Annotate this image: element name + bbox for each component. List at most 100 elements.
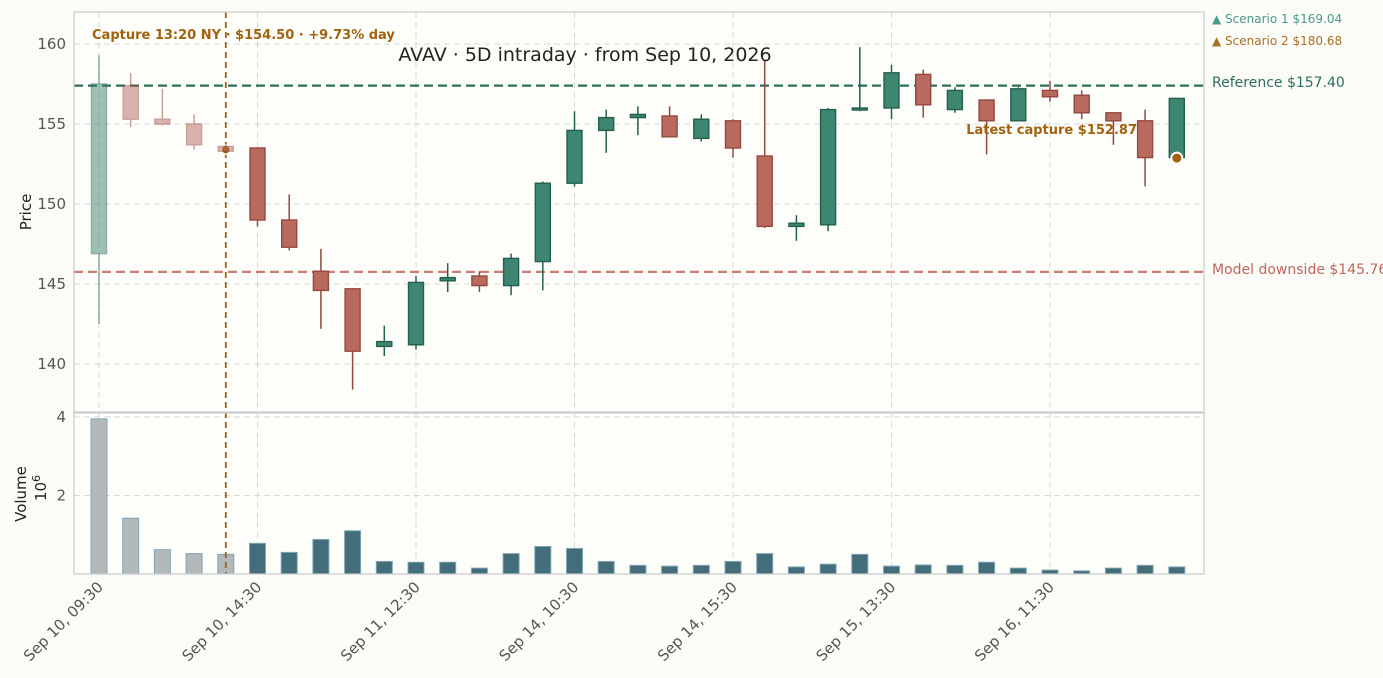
candlestick — [915, 69, 932, 118]
candle-body — [1073, 94, 1090, 114]
candlestick — [281, 194, 298, 251]
candle-body — [502, 257, 520, 287]
candlesticks — [90, 47, 1186, 390]
price-tick-label: 150 — [37, 195, 66, 213]
volume-bar — [153, 549, 171, 575]
candle-body — [90, 83, 108, 255]
price-panel-background — [74, 12, 1204, 412]
capture-label: Capture 13:20 NY · $154.50 · +9.73% day — [92, 28, 395, 43]
time-tick-label: Sep 14, 10:30 — [495, 578, 582, 665]
annotations: AVAV · 5D intraday · from Sep 10, 2026 P… — [12, 12, 1383, 522]
candle-body — [1168, 97, 1186, 159]
reference-label: Reference $157.40 — [1212, 75, 1345, 91]
candlestick — [154, 88, 171, 126]
candlestick — [566, 111, 583, 187]
time-tick-label: Sep 10, 09:30 — [20, 578, 107, 665]
scenario-2-label: ▲ Scenario 2 $180.68 — [1212, 34, 1342, 48]
candle-body — [946, 89, 964, 111]
candlestick — [1105, 112, 1122, 145]
candle-body — [724, 120, 742, 149]
candlestick — [376, 325, 393, 356]
volume-panel-frame — [73, 412, 1205, 575]
candlestick — [344, 288, 361, 390]
candlestick — [946, 87, 964, 113]
candlestick — [1073, 90, 1090, 120]
time-tick-label: Sep 16, 11:30 — [971, 578, 1058, 665]
volume-bar — [946, 564, 964, 575]
time-tick-label: Sep 11, 12:30 — [337, 578, 424, 665]
candle-body — [883, 72, 900, 109]
candle-body — [1136, 120, 1154, 159]
price-panel-frame — [73, 11, 1205, 413]
candlestick — [598, 109, 615, 153]
volume-bar — [1136, 564, 1154, 575]
candlestick — [1010, 87, 1027, 122]
volume-bar — [756, 553, 774, 575]
latest-capture-label: Latest capture $152.87 — [966, 123, 1137, 138]
candlestick — [534, 181, 551, 291]
candle-body — [249, 147, 266, 221]
volume-bar — [249, 542, 266, 575]
volume-bar — [375, 560, 393, 575]
candle-body — [185, 123, 203, 146]
volume-bar — [1168, 566, 1186, 575]
volume-bar — [724, 560, 742, 575]
candlestick — [502, 253, 520, 296]
volume-unit-label: 106 — [30, 475, 50, 501]
candlestick — [1168, 97, 1186, 159]
time-tick-label: Sep 14, 15:30 — [654, 578, 741, 665]
candle-body — [439, 276, 456, 282]
price-axis-label: Price — [17, 194, 35, 231]
candlestick — [249, 147, 266, 227]
volume-bar — [914, 564, 932, 575]
volume-bar — [629, 564, 647, 575]
volume-bar — [661, 565, 679, 575]
candle-body — [471, 275, 488, 287]
candle-body — [598, 116, 615, 132]
price-tick-label: 160 — [37, 35, 66, 53]
volume-bar — [439, 561, 457, 575]
candlestick — [471, 271, 488, 292]
candle-body — [344, 288, 361, 352]
model-downside-label: Model downside $145.76 — [1212, 262, 1383, 278]
candle-body — [851, 107, 868, 111]
volume-bar — [534, 546, 552, 575]
candlestick — [1136, 109, 1154, 187]
candle-body — [281, 219, 298, 248]
candle-body — [217, 145, 235, 152]
candle-body — [566, 129, 583, 184]
volume-bar — [407, 561, 425, 575]
volume-bar — [470, 567, 488, 575]
candlestick — [312, 248, 330, 329]
candlestick — [407, 276, 425, 350]
volume-bar — [1009, 567, 1027, 575]
volume-bar — [597, 560, 615, 575]
volume-bar — [978, 561, 996, 575]
chart-title: AVAV · 5D intraday · from Sep 10, 2026 — [398, 44, 771, 66]
candlestick — [90, 55, 108, 324]
candlestick — [693, 114, 710, 142]
volume-bar — [90, 418, 108, 575]
candlestick — [1041, 80, 1059, 102]
candlestick — [185, 114, 203, 150]
candle-body — [1105, 112, 1122, 122]
price-tick-label: 140 — [37, 355, 66, 373]
volume-bar — [851, 553, 869, 575]
candle-body — [407, 281, 425, 346]
candle-body — [312, 270, 330, 292]
candle-body — [661, 115, 678, 138]
candle-body — [819, 108, 837, 226]
candle-body — [534, 182, 551, 263]
candlestick — [978, 99, 995, 155]
candle-body — [154, 118, 171, 125]
candlestick — [724, 119, 742, 158]
candlestick — [756, 60, 773, 228]
candlestick — [883, 64, 900, 120]
volume-bar — [787, 566, 805, 575]
candle-body — [629, 113, 647, 119]
price-tick-label: 145 — [37, 275, 66, 293]
volume-bar — [280, 551, 298, 575]
time-tick-label: Sep 10, 14:30 — [178, 578, 265, 665]
